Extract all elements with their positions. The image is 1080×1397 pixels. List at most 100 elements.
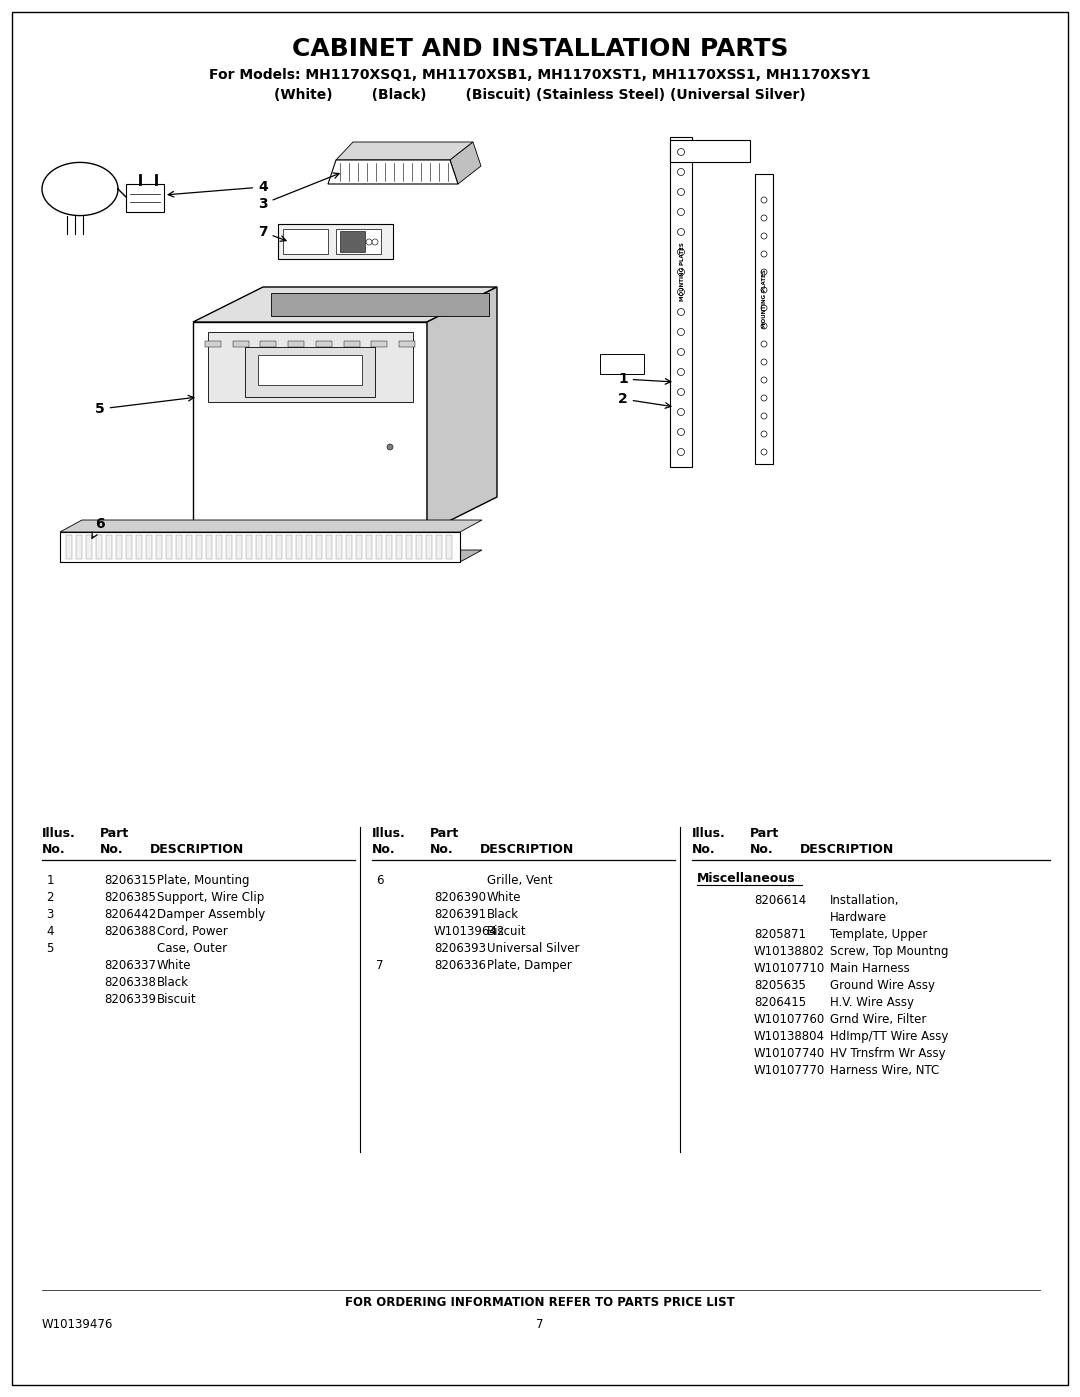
Text: Part: Part	[750, 827, 780, 840]
Text: 8206385: 8206385	[104, 891, 156, 904]
Text: W10107760: W10107760	[754, 1013, 825, 1025]
Polygon shape	[226, 535, 232, 559]
Bar	[755, 175, 773, 464]
Bar	[343, 341, 360, 346]
Text: 3: 3	[258, 173, 339, 211]
Circle shape	[677, 309, 685, 316]
Bar	[315, 341, 332, 346]
Text: MOUNTING PLATES: MOUNTING PLATES	[762, 270, 768, 328]
Text: Cord, Power: Cord, Power	[157, 925, 228, 937]
Circle shape	[677, 328, 685, 335]
Circle shape	[387, 444, 393, 450]
Text: Template, Upper: Template, Upper	[831, 928, 928, 942]
Text: 8206391: 8206391	[434, 908, 486, 921]
Circle shape	[761, 432, 767, 437]
Text: 8206390: 8206390	[434, 891, 486, 904]
Text: Universal Silver: Universal Silver	[487, 942, 580, 956]
Text: 1: 1	[46, 875, 54, 887]
Bar	[126, 184, 164, 212]
Text: DESCRIPTION: DESCRIPTION	[480, 842, 575, 856]
Polygon shape	[146, 535, 152, 559]
Polygon shape	[296, 535, 302, 559]
Bar	[399, 341, 415, 346]
Text: 2: 2	[618, 393, 671, 408]
Polygon shape	[193, 321, 427, 532]
Text: FOR ORDERING INFORMATION REFER TO PARTS PRICE LIST: FOR ORDERING INFORMATION REFER TO PARTS …	[346, 1295, 734, 1309]
Bar	[205, 341, 221, 346]
Text: 6: 6	[376, 875, 383, 887]
Text: 7: 7	[537, 1317, 543, 1330]
Text: 7: 7	[376, 958, 383, 972]
Circle shape	[761, 286, 767, 293]
Circle shape	[677, 169, 685, 176]
Text: Grnd Wire, Filter: Grnd Wire, Filter	[831, 1013, 927, 1025]
Polygon shape	[426, 535, 432, 559]
Text: 6: 6	[92, 517, 105, 538]
Text: 8206388: 8206388	[104, 925, 156, 937]
Polygon shape	[96, 535, 102, 559]
Polygon shape	[406, 535, 411, 559]
Bar	[245, 346, 375, 397]
Text: W10107740: W10107740	[754, 1046, 825, 1060]
Text: W10139476: W10139476	[42, 1317, 113, 1330]
Text: Plate, Damper: Plate, Damper	[487, 958, 571, 972]
Polygon shape	[166, 535, 172, 559]
Text: White: White	[157, 958, 191, 972]
Circle shape	[677, 148, 685, 155]
Text: Installation,: Installation,	[831, 894, 900, 907]
Text: Black: Black	[157, 977, 189, 989]
Polygon shape	[276, 535, 282, 559]
Text: Black: Black	[487, 908, 519, 921]
Text: 8206415: 8206415	[754, 996, 806, 1009]
Circle shape	[677, 348, 685, 355]
Text: Screw, Top Mountng: Screw, Top Mountng	[831, 944, 948, 958]
Bar	[340, 231, 365, 251]
Text: 8206614: 8206614	[754, 894, 807, 907]
Text: Plate, Mounting: Plate, Mounting	[157, 875, 249, 887]
Text: No.: No.	[100, 842, 123, 856]
Text: Main Harness: Main Harness	[831, 963, 909, 975]
Polygon shape	[206, 535, 212, 559]
Circle shape	[677, 369, 685, 376]
Bar	[283, 229, 328, 254]
Polygon shape	[266, 535, 272, 559]
Polygon shape	[66, 535, 72, 559]
Circle shape	[761, 448, 767, 455]
Polygon shape	[450, 142, 481, 184]
Text: 8206442: 8206442	[104, 908, 157, 921]
Text: W10138802: W10138802	[754, 944, 825, 958]
Text: 8205871: 8205871	[754, 928, 806, 942]
Text: Illus.: Illus.	[42, 827, 76, 840]
Circle shape	[677, 229, 685, 236]
Polygon shape	[60, 550, 482, 562]
Text: DESCRIPTION: DESCRIPTION	[800, 842, 894, 856]
Text: 8206315: 8206315	[104, 875, 156, 887]
Circle shape	[761, 233, 767, 239]
Circle shape	[677, 268, 685, 275]
Text: W10138804: W10138804	[754, 1030, 825, 1044]
Polygon shape	[106, 535, 112, 559]
Polygon shape	[436, 535, 442, 559]
Text: White: White	[487, 891, 522, 904]
Text: HdImp/TT Wire Assy: HdImp/TT Wire Assy	[831, 1030, 948, 1044]
Polygon shape	[237, 535, 242, 559]
Polygon shape	[60, 520, 482, 532]
Bar	[60, 532, 460, 562]
Polygon shape	[336, 535, 342, 559]
Circle shape	[677, 388, 685, 395]
Polygon shape	[156, 535, 162, 559]
Bar	[288, 341, 305, 346]
Text: 5: 5	[95, 395, 193, 416]
Bar	[336, 229, 381, 254]
Polygon shape	[336, 142, 473, 161]
Text: CABINET AND INSTALLATION PARTS: CABINET AND INSTALLATION PARTS	[292, 36, 788, 61]
Text: 7: 7	[258, 225, 286, 242]
Bar	[278, 224, 393, 258]
Polygon shape	[176, 535, 183, 559]
Text: For Models: MH1170XSQ1, MH1170XSB1, MH1170XST1, MH1170XSS1, MH1170XSY1: For Models: MH1170XSQ1, MH1170XSB1, MH11…	[210, 68, 870, 82]
Text: Illus.: Illus.	[692, 827, 726, 840]
Text: Support, Wire Clip: Support, Wire Clip	[157, 891, 265, 904]
Polygon shape	[86, 535, 92, 559]
Text: Part: Part	[430, 827, 459, 840]
Polygon shape	[76, 535, 82, 559]
